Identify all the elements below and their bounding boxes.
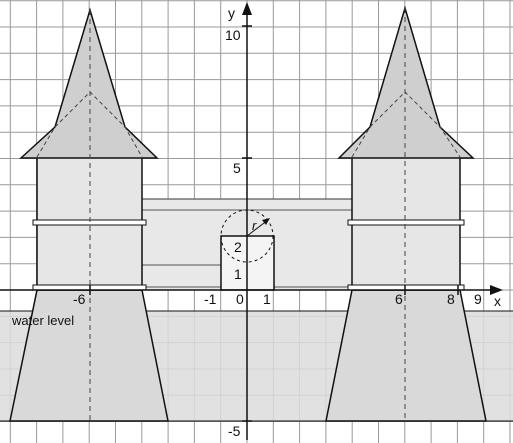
y-tick-label: -5 [228, 423, 241, 439]
y-tick-label: 1 [234, 266, 242, 282]
x-axis-label: x [494, 293, 501, 309]
y-axis-arrow [242, 2, 252, 15]
x-tick-label: -6 [73, 291, 86, 307]
x-tick-label: 6 [395, 291, 403, 307]
right-tower-base [325, 289, 487, 422]
x-tick-label: -1 [204, 291, 217, 307]
radius-label: r [252, 218, 257, 233]
right-tower-band [347, 219, 465, 226]
x-axis-arrow [490, 285, 503, 295]
left-tower-base [9, 289, 169, 422]
x-tick-label: 9 [474, 291, 482, 307]
y-tick-label: 2 [234, 239, 242, 255]
x-tick-label: 1 [263, 291, 271, 307]
left-tower-roof [19, 7, 159, 159]
x-tick-label: 8 [447, 291, 455, 307]
radius-arrowhead [262, 218, 270, 225]
x-tick-label: 0 [236, 291, 244, 307]
right-tower-roof [337, 5, 475, 159]
y-tick-label: 5 [233, 160, 241, 176]
y-axis-label: y [228, 5, 235, 21]
y-tick-label: 10 [225, 27, 241, 43]
water-level-label: water level [11, 313, 74, 328]
